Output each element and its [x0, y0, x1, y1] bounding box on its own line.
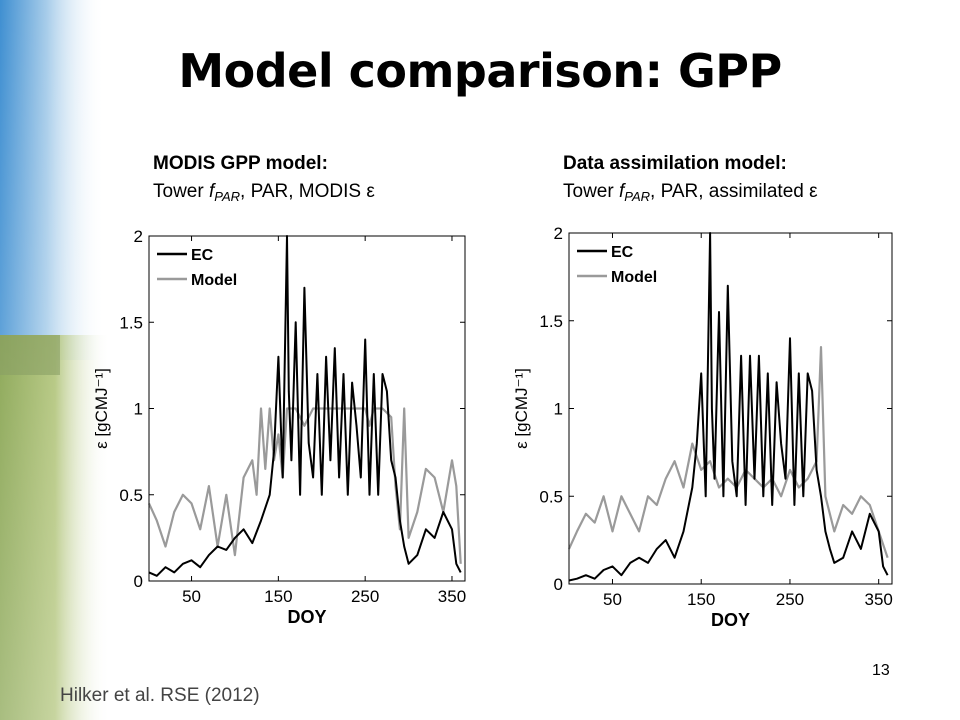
legend-label-model: Model — [191, 272, 237, 289]
y-tick-label: 1.5 — [119, 313, 143, 332]
x-tick-label: 150 — [687, 590, 715, 609]
series-line-ec — [568, 232, 889, 582]
y-tick-label: 0 — [134, 572, 143, 591]
series-line-ec — [148, 235, 462, 577]
x-axis-label: DOY — [287, 607, 326, 627]
y-tick-label: 0.5 — [119, 486, 143, 505]
y-tick-label: 1 — [134, 400, 143, 419]
y-tick-label: 2 — [554, 224, 563, 243]
y-axis-label: ε [gCMJ⁻¹] — [512, 368, 531, 449]
series-line-model — [567, 345, 889, 559]
panel-1-subtitle: Tower fPAR, PAR, MODIS ε — [153, 181, 375, 204]
legend-label-ec: EC — [611, 244, 634, 261]
panel-2-heading: Data assimilation model: Tower fPAR, PAR… — [563, 150, 818, 211]
y-tick-label: 2 — [134, 227, 143, 246]
x-tick-label: 250 — [776, 590, 804, 609]
y-axis-label: ε [gCMJ⁻¹] — [92, 368, 111, 449]
panel-2-title: Data assimilation model: — [563, 153, 787, 174]
citation: Hilker et al. RSE (2012) — [60, 685, 260, 706]
page-number: 13 — [872, 662, 890, 679]
series-line-model — [147, 407, 462, 564]
y-tick-label: 1.5 — [539, 312, 563, 331]
panel-1-heading: MODIS GPP model: Tower fPAR, PAR, MODIS … — [153, 150, 375, 211]
x-tick-label: 50 — [182, 587, 201, 606]
y-tick-label: 0 — [554, 575, 563, 594]
y-tick-label: 1 — [554, 400, 563, 419]
panel-2-subtitle: Tower fPAR, PAR, assimilated ε — [563, 181, 818, 204]
slide-title: Model comparison: GPP — [178, 44, 782, 98]
x-tick-label: 250 — [351, 587, 379, 606]
y-tick-label: 0.5 — [539, 487, 563, 506]
x-tick-label: 150 — [264, 587, 292, 606]
panel-1-title: MODIS GPP model: — [153, 153, 328, 174]
legend-label-ec: EC — [191, 247, 214, 264]
x-axis-label: DOY — [711, 610, 750, 630]
legend-label-model: Model — [611, 269, 657, 286]
x-tick-label: 50 — [603, 590, 622, 609]
x-tick-label: 350 — [438, 587, 466, 606]
x-tick-label: 350 — [865, 590, 893, 609]
